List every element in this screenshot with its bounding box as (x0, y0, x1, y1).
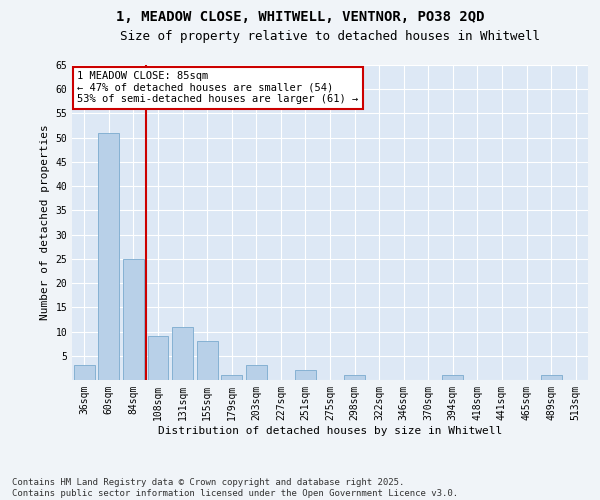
Bar (98, 133, 119, 380)
Bar (172, 326, 193, 380)
X-axis label: Distribution of detached houses by size in Whitwell: Distribution of detached houses by size … (158, 426, 502, 436)
Bar (541, 375, 562, 380)
Bar (344, 375, 365, 380)
Bar (221, 375, 242, 380)
Text: 1 MEADOW CLOSE: 85sqm
← 47% of detached houses are smaller (54)
53% of semi-deta: 1 MEADOW CLOSE: 85sqm ← 47% of detached … (77, 72, 358, 104)
Text: Contains HM Land Registry data © Crown copyright and database right 2025.
Contai: Contains HM Land Registry data © Crown c… (12, 478, 458, 498)
Bar (197, 341, 218, 380)
Bar (295, 370, 316, 380)
Bar (246, 366, 267, 380)
Text: 1, MEADOW CLOSE, WHITWELL, VENTNOR, PO38 2QD: 1, MEADOW CLOSE, WHITWELL, VENTNOR, PO38… (116, 10, 484, 24)
Bar (148, 336, 169, 380)
Bar (123, 259, 144, 380)
Bar (74, 366, 95, 380)
Bar (442, 375, 463, 380)
Title: Size of property relative to detached houses in Whitwell: Size of property relative to detached ho… (120, 30, 540, 43)
Y-axis label: Number of detached properties: Number of detached properties (40, 124, 50, 320)
